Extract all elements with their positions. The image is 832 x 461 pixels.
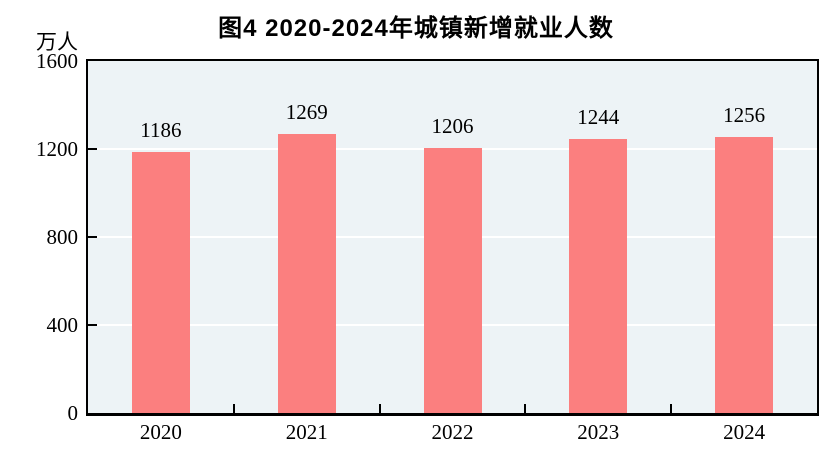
bar-value-label-2021: 1269 bbox=[285, 99, 328, 124]
x-tick-label-2020: 2020 bbox=[139, 420, 182, 444]
y-axis-unit-label: 万人 bbox=[36, 30, 78, 54]
plot-area: 1186 1269 1206 1244 1256 bbox=[88, 61, 817, 413]
bar-2024 bbox=[715, 136, 774, 413]
y-tick-label-1600: 1600 bbox=[36, 49, 78, 73]
bar-2020 bbox=[131, 152, 190, 413]
x-tick-label-2024: 2024 bbox=[723, 420, 766, 444]
y-tick-label-400: 400 bbox=[46, 313, 79, 337]
bar-value-label-2020: 1186 bbox=[140, 118, 182, 143]
x-tick-label-2021: 2021 bbox=[285, 420, 328, 444]
x-tick-label-2022: 2022 bbox=[431, 420, 474, 444]
y-axis-tick-1200 bbox=[88, 148, 97, 150]
chart-title: 图4 2020-2024年城镇新增就业人数 bbox=[218, 15, 614, 42]
x-axis-tick-4 bbox=[670, 404, 673, 413]
bar-2023 bbox=[569, 139, 628, 413]
bar-2022 bbox=[423, 147, 482, 413]
x-axis-tick-2 bbox=[378, 404, 381, 413]
y-axis-tick-400 bbox=[88, 324, 97, 326]
bar-value-label-2023: 1244 bbox=[577, 105, 620, 130]
y-axis-tick-800 bbox=[88, 236, 97, 238]
y-tick-label-1200: 1200 bbox=[36, 137, 78, 161]
bar-2021 bbox=[277, 133, 336, 413]
x-axis-tick-1 bbox=[232, 404, 235, 413]
bar-value-label-2022: 1206 bbox=[431, 113, 474, 138]
bar-value-label-2024: 1256 bbox=[723, 102, 766, 127]
x-axis-tick-3 bbox=[524, 404, 527, 413]
y-tick-label-0: 0 bbox=[67, 401, 79, 425]
y-tick-label-800: 800 bbox=[46, 225, 79, 249]
x-tick-label-2023: 2023 bbox=[577, 420, 620, 444]
